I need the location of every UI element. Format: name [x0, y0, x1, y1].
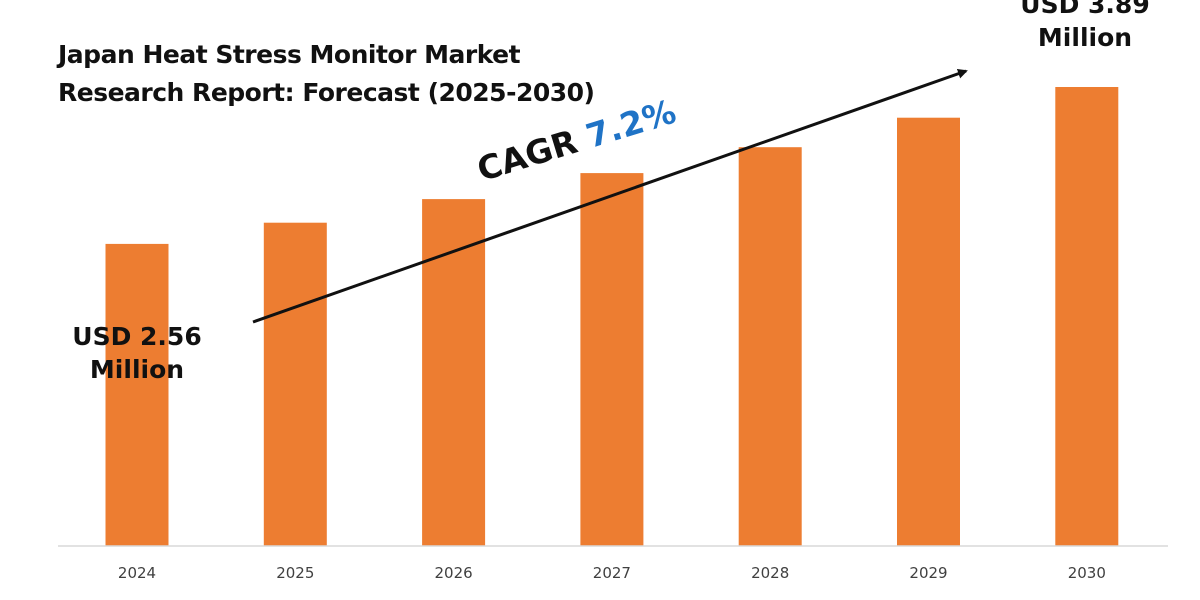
x-axis-tick-labels: 2024 2025 2026 2027 2028 2029 2030: [118, 564, 1106, 582]
chart-title: Japan Heat Stress Monitor Market Researc…: [58, 36, 595, 112]
x-tick-label-2024: 2024: [118, 564, 156, 582]
bar-2025: [263, 222, 327, 546]
x-tick-label-2028: 2028: [751, 564, 789, 582]
x-tick-label-2029: 2029: [909, 564, 947, 582]
bar-2028: [738, 147, 802, 546]
start-value-amount: USD 2.56: [72, 322, 202, 351]
end-value-amount: USD 3.89: [1020, 0, 1150, 19]
growth-trend-arrow: [252, 68, 968, 324]
x-tick-label-2026: 2026: [435, 564, 473, 582]
start-value-unit: Million: [89, 355, 185, 384]
x-tick-label-2027: 2027: [593, 564, 631, 582]
chart-title-line-2: Research Report: Forecast (2025-2030): [58, 78, 595, 107]
start-value-callout: USD 2.56 Million: [62, 320, 212, 386]
bar-2029: [897, 117, 960, 546]
x-tick-label-2030: 2030: [1068, 564, 1106, 582]
bar-2024: [105, 243, 169, 546]
bars: [105, 87, 1119, 546]
end-value-unit: Million: [1037, 23, 1133, 52]
bar-2030: [1055, 87, 1119, 546]
chart-title-line-1: Japan Heat Stress Monitor Market: [58, 40, 521, 69]
x-tick-label-2025: 2025: [276, 564, 314, 582]
bar-2026: [422, 199, 486, 546]
end-value-callout: USD 3.89 Million: [1010, 0, 1160, 54]
bar-2027: [580, 173, 644, 546]
